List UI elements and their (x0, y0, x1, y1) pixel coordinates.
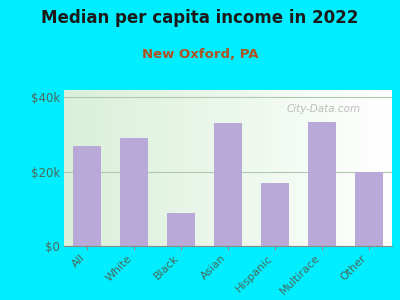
Text: New Oxford, PA: New Oxford, PA (142, 48, 258, 61)
Bar (308, 122, 336, 246)
Bar (354, 172, 383, 246)
Bar (167, 213, 195, 246)
Bar (73, 146, 102, 246)
Bar (214, 123, 242, 246)
Bar (120, 138, 148, 246)
Bar (261, 183, 289, 246)
Text: City-Data.com: City-Data.com (287, 104, 361, 114)
Text: Median per capita income in 2022: Median per capita income in 2022 (41, 9, 359, 27)
